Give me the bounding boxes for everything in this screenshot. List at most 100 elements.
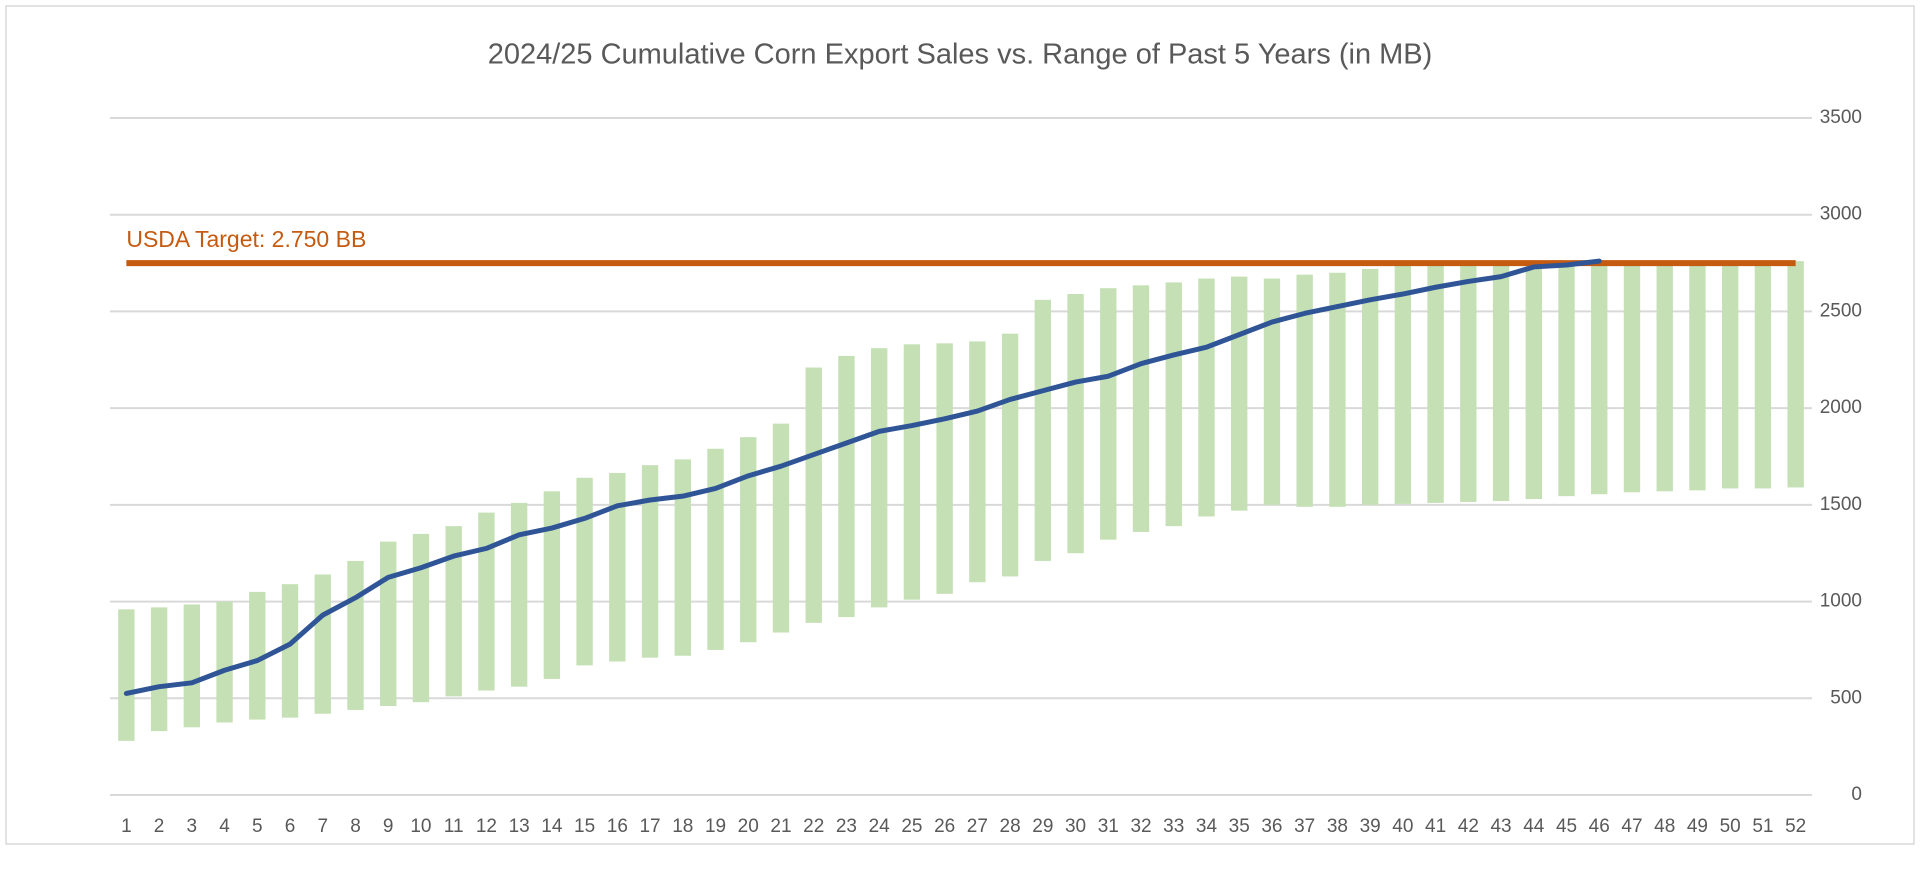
y-tick-label: 1000 bbox=[1820, 591, 1862, 612]
range-bar bbox=[1361, 268, 1379, 505]
x-tick-label: 45 bbox=[1556, 816, 1577, 837]
x-tick-label: 50 bbox=[1720, 816, 1741, 837]
y-tick-label: 3000 bbox=[1820, 204, 1862, 225]
range-bar bbox=[1689, 261, 1706, 491]
x-tick-label: 36 bbox=[1261, 816, 1282, 837]
x-tick-label: 16 bbox=[607, 816, 628, 837]
range-bar bbox=[1525, 263, 1542, 500]
x-tick-label: 31 bbox=[1098, 816, 1119, 837]
range-bar bbox=[1754, 261, 1772, 489]
range-bar bbox=[903, 344, 921, 600]
x-tick-label: 18 bbox=[672, 816, 693, 837]
x-tick-label: 52 bbox=[1785, 816, 1806, 837]
x-tick-label: 13 bbox=[509, 816, 530, 837]
range-bar bbox=[1492, 263, 1510, 501]
x-tick-label: 23 bbox=[836, 816, 857, 837]
range-bar bbox=[1558, 263, 1575, 497]
x-tick-label: 22 bbox=[803, 816, 824, 837]
y-tick-label: 1500 bbox=[1820, 494, 1862, 515]
range-bar bbox=[1721, 261, 1739, 489]
x-tick-label: 49 bbox=[1687, 816, 1708, 837]
range-bar bbox=[1623, 261, 1641, 493]
x-tick-label: 40 bbox=[1392, 816, 1413, 837]
range-bar bbox=[1100, 288, 1117, 540]
x-tick-label: 6 bbox=[285, 816, 296, 837]
x-tick-label: 38 bbox=[1327, 816, 1348, 837]
range-bar bbox=[478, 512, 495, 691]
range-bar bbox=[183, 604, 201, 728]
x-tick-label: 24 bbox=[869, 816, 891, 837]
x-tick-label: 21 bbox=[770, 816, 791, 837]
x-tick-label: 30 bbox=[1065, 816, 1086, 837]
x-tick-label: 27 bbox=[967, 816, 988, 837]
x-tick-label: 42 bbox=[1458, 816, 1479, 837]
x-tick-label: 35 bbox=[1229, 816, 1250, 837]
range-bar bbox=[1263, 278, 1281, 505]
x-tick-label: 51 bbox=[1752, 816, 1773, 837]
y-tick-label: 2000 bbox=[1820, 397, 1862, 418]
range-bar bbox=[609, 472, 626, 662]
x-tick-label: 39 bbox=[1360, 816, 1381, 837]
x-tick-label: 5 bbox=[252, 816, 263, 837]
range-bar bbox=[1231, 276, 1248, 511]
y-tick-label: 0 bbox=[1851, 784, 1862, 805]
range-bar bbox=[1067, 294, 1084, 554]
range-bar bbox=[347, 560, 364, 710]
range-bar bbox=[281, 584, 299, 718]
x-tick-label: 8 bbox=[350, 816, 361, 837]
range-bar bbox=[150, 607, 168, 732]
target-label: USDA Target: 2.750 BB bbox=[126, 226, 366, 252]
x-tick-label: 29 bbox=[1032, 816, 1053, 837]
x-tick-label: 11 bbox=[444, 816, 464, 837]
x-tick-label: 7 bbox=[317, 816, 328, 837]
range-bar bbox=[1001, 333, 1019, 577]
range-bar bbox=[838, 355, 855, 618]
range-bar bbox=[969, 341, 986, 583]
x-tick-label: 34 bbox=[1196, 816, 1218, 837]
x-tick-label: 9 bbox=[383, 816, 394, 837]
range-bar bbox=[674, 459, 691, 656]
x-tick-label: 3 bbox=[187, 816, 198, 837]
x-tick-label: 33 bbox=[1163, 816, 1184, 837]
x-tick-label: 2 bbox=[154, 816, 165, 837]
range-bar bbox=[641, 465, 659, 658]
range-bar bbox=[249, 591, 266, 720]
range-bar bbox=[314, 574, 331, 714]
range-bar bbox=[543, 491, 561, 679]
range-bar bbox=[936, 343, 953, 594]
x-tick-label: 10 bbox=[410, 816, 431, 837]
range-bar bbox=[772, 423, 790, 633]
x-tick-label: 37 bbox=[1294, 816, 1315, 837]
range-bar bbox=[1656, 261, 1673, 492]
y-tick-label: 500 bbox=[1830, 687, 1862, 708]
range-bar bbox=[1034, 299, 1052, 561]
range-bar bbox=[576, 477, 593, 666]
x-tick-label: 20 bbox=[738, 816, 759, 837]
x-tick-label: 17 bbox=[639, 816, 660, 837]
x-tick-label: 12 bbox=[476, 816, 497, 837]
range-bar bbox=[1165, 282, 1182, 527]
x-tick-label: 48 bbox=[1654, 816, 1675, 837]
range-bar bbox=[1296, 274, 1313, 507]
range-bar bbox=[870, 348, 888, 608]
range-bar bbox=[1394, 263, 1412, 504]
chart-title: 2024/25 Cumulative Corn Export Sales vs.… bbox=[488, 39, 1433, 71]
y-tick-label: 2500 bbox=[1820, 300, 1862, 321]
cumulative-line bbox=[123, 258, 1602, 696]
x-tick-label: 41 bbox=[1425, 816, 1446, 837]
range-bar bbox=[216, 601, 233, 723]
x-tick-label: 47 bbox=[1621, 816, 1642, 837]
range-bar bbox=[412, 533, 430, 703]
x-tick-label: 25 bbox=[901, 816, 922, 837]
range-bar bbox=[1787, 261, 1804, 488]
range-bar bbox=[1591, 261, 1608, 495]
y-tick-label: 3500 bbox=[1820, 107, 1862, 128]
x-tick-label: 43 bbox=[1490, 816, 1511, 837]
x-tick-label: 26 bbox=[934, 816, 955, 837]
x-tick-label: 28 bbox=[1000, 816, 1021, 837]
range-bar bbox=[1329, 272, 1346, 507]
range-bar bbox=[740, 437, 757, 643]
range-bar bbox=[1132, 285, 1150, 532]
x-tick-label: 46 bbox=[1589, 816, 1610, 837]
